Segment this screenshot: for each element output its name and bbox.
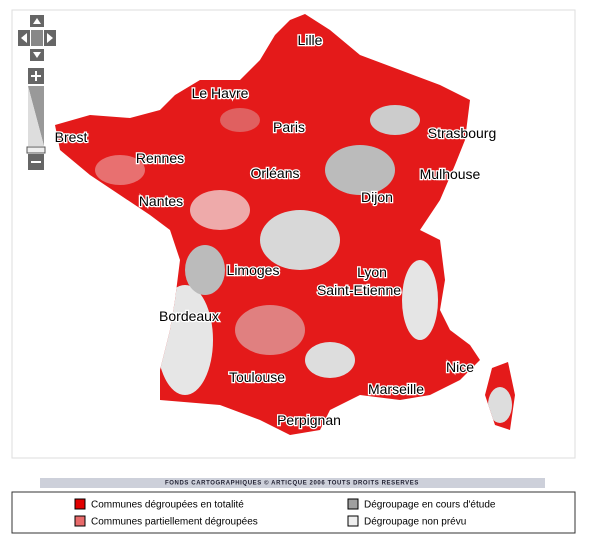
- city-label: Lille: [298, 32, 323, 48]
- city-label: Paris: [273, 119, 305, 135]
- pan-center[interactable]: [31, 30, 43, 46]
- city-labels: Lille Le Havre Paris Strasbourg Brest Re…: [53, 31, 497, 430]
- copyright-bar: [40, 478, 545, 488]
- copyright: FONDS CARTOGRAPHIQUES © ARTICQUE 2006 TO…: [165, 480, 419, 487]
- legend-label: Communes dégroupées en totalité: [91, 500, 244, 511]
- city-label: Nantes: [139, 193, 183, 209]
- legend: Communes dégroupées en totalité Communes…: [74, 498, 496, 528]
- legend-box: [11, 491, 576, 534]
- city-label: Perpignan: [277, 412, 341, 428]
- legend-swatch: [74, 515, 86, 527]
- city-label: Dijon: [361, 189, 393, 205]
- legend-label: Communes partiellement dégroupées: [91, 517, 258, 528]
- city-label: Brest: [55, 129, 88, 145]
- legend-swatch: [347, 515, 359, 527]
- zoom-handle[interactable]: [26, 146, 46, 154]
- city-label: Saint-Etienne: [317, 282, 401, 298]
- city-label: Orléans: [250, 165, 299, 181]
- legend-swatch: [74, 498, 86, 510]
- city-label: Nice: [446, 359, 474, 375]
- city-label: Limoges: [227, 262, 280, 278]
- legend-label: Dégroupage en cours d'étude: [364, 500, 496, 511]
- city-label: Strasbourg: [428, 125, 496, 141]
- legend-swatch: [347, 498, 359, 510]
- zoom-control: [18, 15, 56, 170]
- city-label: Mulhouse: [420, 166, 481, 182]
- city-label: Le Havre: [192, 85, 249, 101]
- legend-label: Dégroupage non prévu: [364, 517, 466, 528]
- city-label: Bordeaux: [159, 308, 219, 324]
- city-label: Lyon: [357, 264, 387, 280]
- city-label: Toulouse: [229, 369, 285, 385]
- city-label: Marseille: [368, 381, 424, 397]
- city-label: Rennes: [136, 150, 184, 166]
